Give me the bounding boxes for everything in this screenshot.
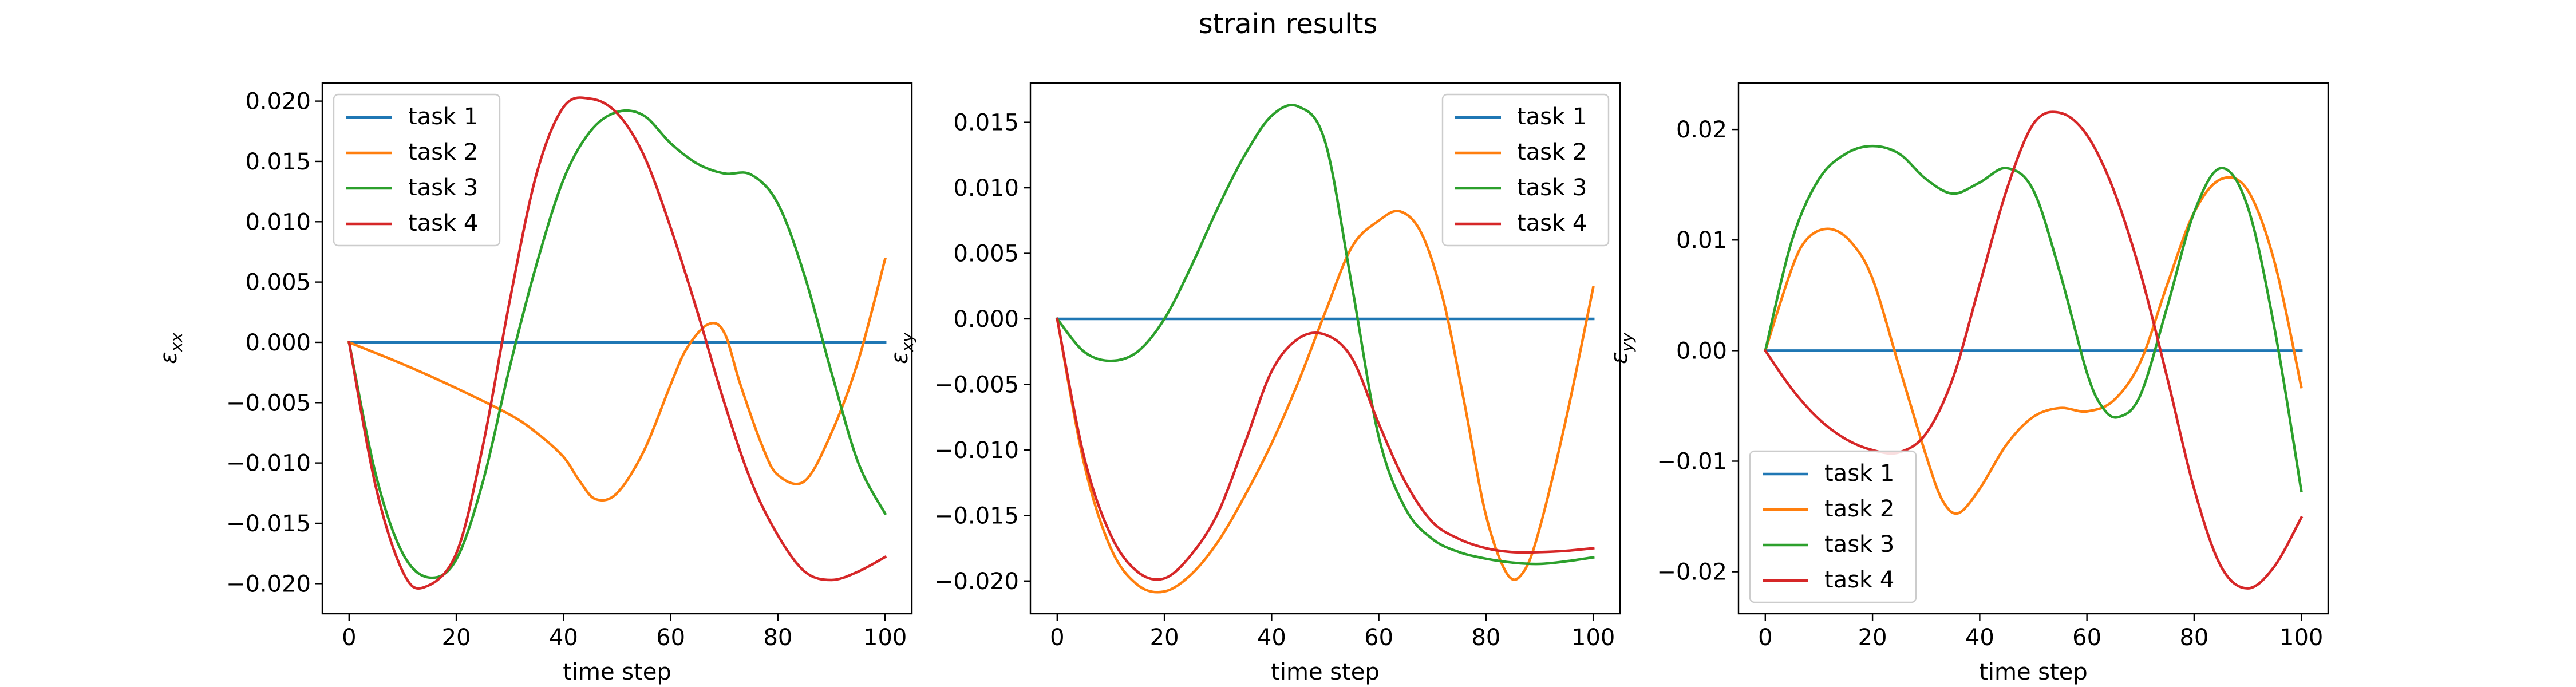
- y-tick-label: −0.015: [934, 503, 1019, 529]
- y-tick-label: −0.02: [1657, 559, 1727, 586]
- x-tick-label: 100: [1571, 625, 1615, 651]
- y-tick-label: 0.000: [953, 306, 1019, 333]
- x-axis-label: time step: [563, 659, 671, 685]
- series-line-task-4: [347, 96, 887, 590]
- legend-entry: task 4: [1517, 210, 1587, 236]
- y-axis-label-symbol: ε: [887, 352, 913, 364]
- y-tick-label: 0.010: [245, 209, 311, 235]
- series-line-task-2: [347, 257, 887, 502]
- legend: task 1 task 2 task 3 task 4: [1441, 93, 1610, 247]
- x-tick-label: 20: [442, 625, 471, 651]
- x-axis-label: time step: [1271, 659, 1380, 685]
- x-tick-label: 100: [2279, 625, 2323, 651]
- series-line-task-2: [1763, 176, 2303, 515]
- legend-frame: [1441, 93, 1610, 247]
- x-axis-label: time step: [1979, 659, 2088, 685]
- y-tick-label: 0.015: [245, 149, 311, 175]
- legend: task 1 task 2 task 3 task 4: [333, 93, 501, 247]
- x-tick-label: 100: [863, 625, 907, 651]
- y-tick-label: 0.005: [245, 270, 311, 296]
- legend-entry: task 4: [408, 210, 478, 236]
- x-tick-label: 20: [1858, 625, 1887, 651]
- legend-entry: task 3: [1824, 531, 1894, 558]
- series-line-task-3: [347, 109, 887, 579]
- y-tick-label: 0.015: [953, 110, 1019, 136]
- y-axis-label-symbol: ε: [156, 352, 182, 364]
- legend-frame: [1749, 450, 1917, 603]
- y-tick-label: −0.020: [226, 571, 311, 597]
- x-tick-label: 80: [2179, 625, 2208, 651]
- y-tick-label: −0.01: [1657, 448, 1727, 475]
- legend-entry: task 1: [1517, 104, 1587, 130]
- series-line-task-3: [1764, 144, 2303, 493]
- subplot-1: 0 20 40 60 80 100 −0.020 −0.015 −0.010 −0.005 0.00…: [156, 82, 913, 685]
- legend-entry: task 4: [1824, 567, 1894, 593]
- x-tick-label: 0: [1050, 625, 1064, 651]
- series-line-task-3: [1055, 104, 1595, 566]
- y-axis-label-subscript: yy: [1618, 333, 1637, 353]
- y-tick-label: −0.020: [934, 568, 1019, 595]
- subplot-3: 0 20 40 60 80 100 −0.02 −0.01 0.00 0.01 0.02 time s…: [1606, 82, 2329, 685]
- legend: task 1 task 2 task 3 task 4: [1749, 450, 1917, 603]
- x-tick-label: 80: [763, 625, 792, 651]
- legend-entry: task 2: [1824, 496, 1894, 522]
- x-tick-label: 0: [342, 625, 356, 651]
- y-axis-label-subscript: xx: [167, 333, 186, 353]
- axes-frame: [321, 82, 913, 615]
- y-tick-label: 0.005: [953, 241, 1019, 267]
- series-line-task-2: [1056, 210, 1595, 594]
- y-tick-label: −0.010: [226, 451, 311, 477]
- subplot-2: 0 20 40 60 80 100 −0.020 −0.015 −0.010 −0.005 0.00…: [887, 82, 1621, 685]
- x-tick-label: 60: [2072, 625, 2101, 651]
- series-line-task-4: [1763, 110, 2304, 590]
- legend-frame: [333, 93, 501, 247]
- legend-entry: task 1: [1824, 460, 1894, 487]
- y-tick-label: −0.005: [226, 390, 311, 416]
- y-axis-label-symbol: ε: [1606, 352, 1633, 364]
- x-tick-label: 20: [1150, 625, 1179, 651]
- x-tick-label: 40: [1257, 625, 1286, 651]
- legend-entry: task 3: [1517, 175, 1587, 201]
- axes-frame: [1029, 82, 1621, 615]
- x-tick-label: 60: [656, 625, 685, 651]
- legend-entry: task 1: [408, 104, 478, 130]
- x-tick-label: 0: [1758, 625, 1772, 651]
- y-axis-label: εxy: [887, 333, 917, 364]
- x-tick-label: 80: [1471, 625, 1500, 651]
- x-tick-label: 40: [549, 625, 578, 651]
- y-tick-label: −0.005: [934, 372, 1019, 398]
- series-line-task-4: [1056, 317, 1595, 581]
- y-tick-label: −0.015: [226, 511, 311, 537]
- y-tick-label: −0.010: [934, 437, 1019, 464]
- y-tick-label: 0.000: [245, 330, 311, 356]
- figure-title: strain results: [1199, 8, 1378, 40]
- axes-frame: [1737, 82, 2329, 615]
- legend-entry: task 3: [408, 175, 478, 201]
- y-axis-label: εxx: [156, 333, 186, 364]
- x-tick-label: 60: [1364, 625, 1393, 651]
- y-tick-label: 0.010: [953, 175, 1019, 202]
- y-tick-label: 0.01: [1676, 227, 1727, 254]
- y-tick-label: 0.020: [245, 89, 311, 115]
- legend-entry: task 2: [1517, 139, 1587, 165]
- y-axis-label: εyy: [1606, 333, 1637, 364]
- legend-entry: task 2: [408, 139, 478, 165]
- y-axis-label-subscript: xy: [898, 333, 917, 353]
- x-tick-label: 40: [1965, 625, 1994, 651]
- subplots: 0 20 40 60 80 100−0.020−0.015−0.010−0.0050.00…: [156, 82, 2329, 685]
- y-tick-label: 0.00: [1676, 338, 1727, 364]
- y-tick-label: 0.02: [1676, 117, 1727, 143]
